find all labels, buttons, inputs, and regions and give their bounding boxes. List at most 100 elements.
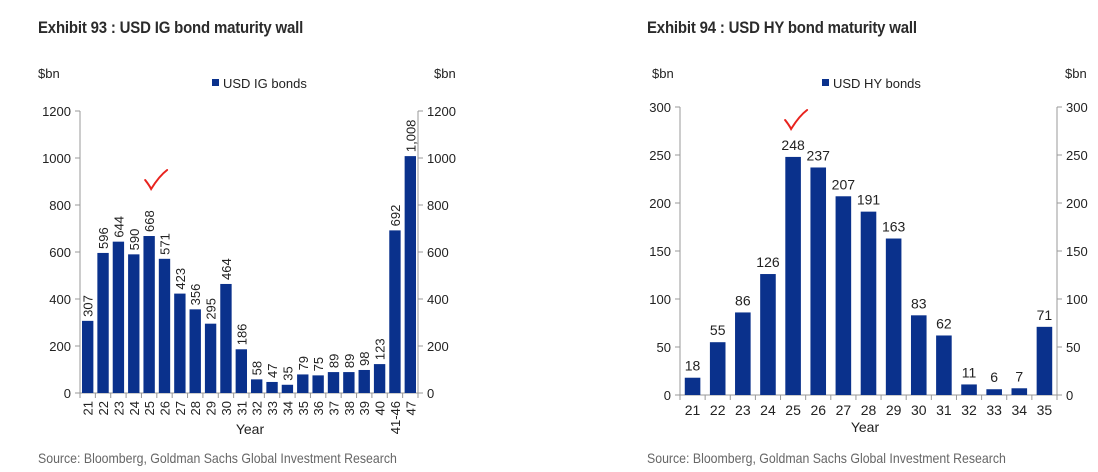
y-tick-label-left: 0 [64,386,71,401]
bar-34 [1011,388,1028,395]
data-label-30: 464 [219,258,234,280]
y-tick-label-right: 800 [427,198,449,213]
bar-29 [885,238,902,395]
data-label-35: 71 [1037,307,1053,323]
data-label-29: 163 [882,219,906,235]
bar-23 [112,241,125,393]
y-tick-label-left: 50 [657,340,671,355]
x-tick-label-32: 32 [961,402,977,418]
x-tick-label-38: 38 [342,401,357,415]
bar-35 [1036,326,1053,395]
bar-32 [961,384,977,395]
exhibit-94-source: Source: Bloomberg, Goldman Sachs Global … [647,450,1006,466]
data-label-29: 295 [204,298,219,320]
data-label-32: 58 [250,361,265,375]
x-tick-label-22: 22 [96,401,111,415]
data-label-30: 83 [911,295,927,311]
y-tick-label-right: 0 [427,386,434,401]
x-tick-label-26: 26 [158,401,173,415]
x-tick-label-34: 34 [280,401,295,415]
bar-21 [684,377,701,395]
data-label-31: 62 [936,315,952,331]
bar-23 [735,312,751,395]
y-tick-label-left: 400 [49,292,71,307]
x-tick-label-24: 24 [127,401,142,415]
bar-24 [128,254,140,393]
y-tick-label-left: 1000 [42,151,71,166]
x-tick-label-29: 29 [886,402,902,418]
x-tick-label-22: 22 [710,402,726,418]
x-tick-label-34: 34 [1012,402,1028,418]
bar-27 [174,293,186,393]
y-tick-label-left: 200 [649,196,671,211]
data-label-41-46: 692 [388,205,403,227]
y-tick-label-right: 150 [1066,244,1088,259]
x-tick-label-40: 40 [373,401,388,415]
y-tick-label-left: 300 [649,100,671,115]
bar-26 [158,258,171,393]
data-label-32: 11 [962,364,977,380]
data-label-21: 18 [685,358,701,374]
bar-31 [936,335,952,395]
exhibit-93-source: Source: Bloomberg, Goldman Sachs Global … [38,450,397,466]
y-tick-label-right: 250 [1066,148,1088,163]
x-tick-label-33: 33 [265,401,280,415]
x-tick-label-25: 25 [142,401,157,415]
legend-swatch [822,79,829,86]
data-label-27: 207 [832,176,856,192]
y-tick-label-right: 200 [427,339,449,354]
data-label-25: 668 [142,210,157,232]
bar-32 [250,379,263,393]
y-tick-label-left: 150 [649,244,671,259]
y-tick-label-right: 200 [1066,196,1088,211]
bar-36 [312,375,324,393]
y-tick-label-left: 250 [649,148,671,163]
data-label-34: 7 [1015,368,1023,384]
data-label-27: 423 [173,268,188,290]
bar-29 [204,323,217,393]
y-tick-label-right: 1000 [427,151,456,166]
bar-30 [220,283,232,393]
y-tick-label-right: 50 [1066,340,1080,355]
x-tick-label-47: 47 [403,401,418,415]
x-tick-label-35: 35 [296,401,311,415]
data-label-39: 98 [357,352,372,366]
bar-47 [404,156,417,393]
y-tick-label-right: 1200 [427,104,456,119]
x-tick-label-26: 26 [810,402,826,418]
data-label-26: 237 [807,147,831,163]
y-tick-label-right: 0 [1066,388,1073,403]
data-label-25: 248 [781,137,805,153]
data-label-28: 356 [188,284,203,306]
bar-24 [760,274,776,395]
data-label-31: 186 [234,324,249,346]
ig-maturity-chart: $bn $bn USD IG bonds 0 0 200 200 400 400 600 600 80… [38,66,456,437]
data-label-37: 89 [327,354,342,368]
data-label-40: 123 [373,338,388,360]
legend-label: USD IG bonds [223,76,307,91]
y-axis-unit-left: $bn [38,66,60,81]
data-label-35: 79 [296,356,311,370]
bar-22 [97,252,109,393]
bar-25 [785,156,801,395]
y-tick-label-right: 300 [1066,100,1088,115]
data-label-22: 596 [96,227,111,249]
exhibit-93-title: Exhibit 93 : USD IG bond maturity wall [38,18,304,37]
x-tick-label-23: 23 [111,401,126,415]
y-axis-unit-right: $bn [1065,66,1087,81]
x-tick-label-32: 32 [250,401,265,415]
y-axis-unit-right: $bn [434,66,456,81]
data-label-26: 571 [158,233,173,255]
x-tick-label-31: 31 [234,401,249,415]
x-tick-label-29: 29 [204,401,219,415]
x-tick-label-35: 35 [1037,402,1053,418]
x-axis-title: Year [236,421,265,437]
y-axis-unit-left: $bn [652,66,674,81]
x-tick-label-23: 23 [735,402,751,418]
x-tick-label-24: 24 [760,402,776,418]
data-label-24: 590 [127,229,142,251]
data-label-28: 191 [857,192,881,208]
x-tick-label-28: 28 [861,402,877,418]
y-tick-label-left: 100 [649,292,671,307]
